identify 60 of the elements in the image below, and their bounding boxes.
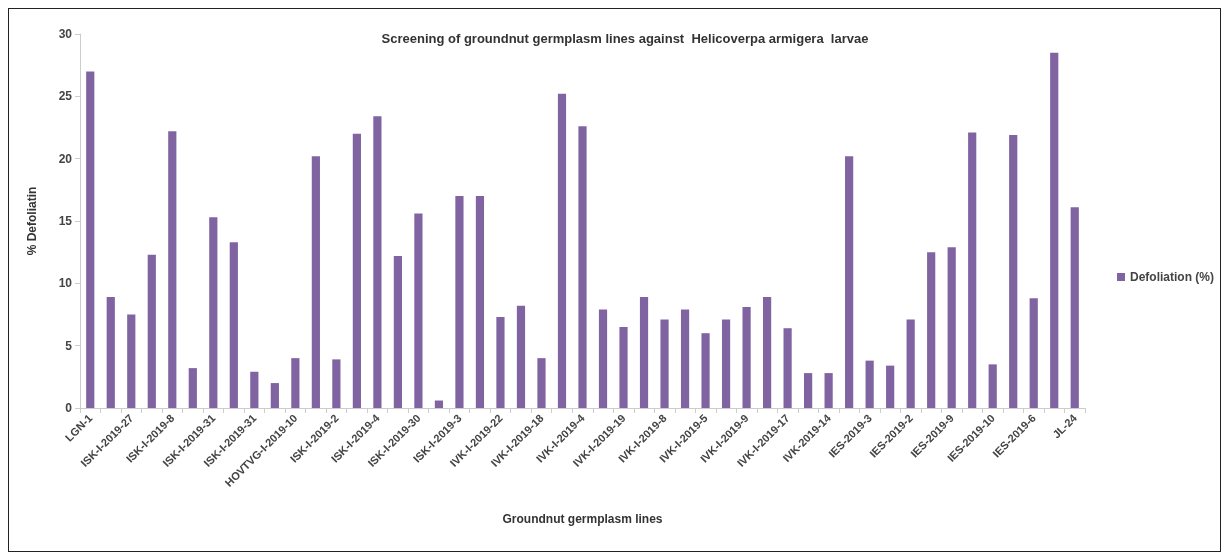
bar: [496, 316, 505, 408]
bar: [516, 305, 526, 408]
bar: [680, 309, 690, 408]
bar: [352, 133, 361, 408]
y-tick-label: 5: [65, 338, 73, 353]
bar: [721, 319, 731, 408]
y-tick-label: 25: [58, 89, 73, 104]
bar: [824, 373, 833, 408]
y-tick-label: 0: [65, 401, 73, 415]
bar: [168, 131, 177, 408]
y-tick-label: 10: [58, 276, 73, 291]
bar: [762, 297, 772, 408]
y-tick-label: 20: [58, 151, 73, 166]
legend-label: Defoliation (%): [1130, 270, 1215, 284]
bar: [639, 297, 649, 408]
bar: [537, 358, 546, 408]
y-axis-title: % Defoliatin: [25, 186, 39, 256]
bar: [291, 358, 300, 408]
bar: [1029, 298, 1038, 408]
bar: [968, 132, 977, 408]
bar: [1050, 52, 1059, 408]
bar: [311, 156, 320, 408]
bar: [86, 71, 95, 408]
bar: [229, 242, 238, 408]
bar: [147, 254, 156, 408]
bar: [742, 307, 751, 408]
bar: [906, 319, 915, 408]
bar: [373, 116, 382, 408]
bar: [393, 255, 403, 408]
y-tick-label: 30: [58, 27, 73, 41]
bar: [886, 365, 895, 408]
bar: [701, 333, 710, 408]
bar: [845, 156, 854, 408]
bar: [557, 93, 567, 408]
chart-title: Screening of groundnut germplasm lines against Helicoverpa armigera larvae: [381, 31, 869, 46]
y-tick-label: 15: [58, 214, 73, 228]
bar: [1009, 134, 1018, 408]
bar: [927, 252, 936, 408]
bar: [1070, 207, 1079, 408]
bar: [106, 297, 115, 408]
bar: [988, 364, 997, 408]
bar: [660, 319, 669, 408]
bar: [455, 196, 464, 408]
bar: [332, 359, 341, 408]
bar: [865, 360, 874, 408]
bar: [619, 326, 628, 408]
bar: [434, 400, 444, 408]
x-axis-title: Groundnut germplasm lines: [502, 512, 663, 526]
bar: [250, 371, 259, 408]
bar: [188, 368, 197, 408]
bar: [209, 217, 218, 408]
bar: [598, 309, 608, 408]
bar: [804, 373, 813, 408]
bar: [578, 126, 587, 408]
bar: [475, 196, 485, 408]
bar: [783, 328, 792, 408]
bar: [414, 213, 423, 408]
bar: [947, 247, 956, 408]
bar: [127, 314, 136, 408]
bar: [270, 383, 279, 408]
